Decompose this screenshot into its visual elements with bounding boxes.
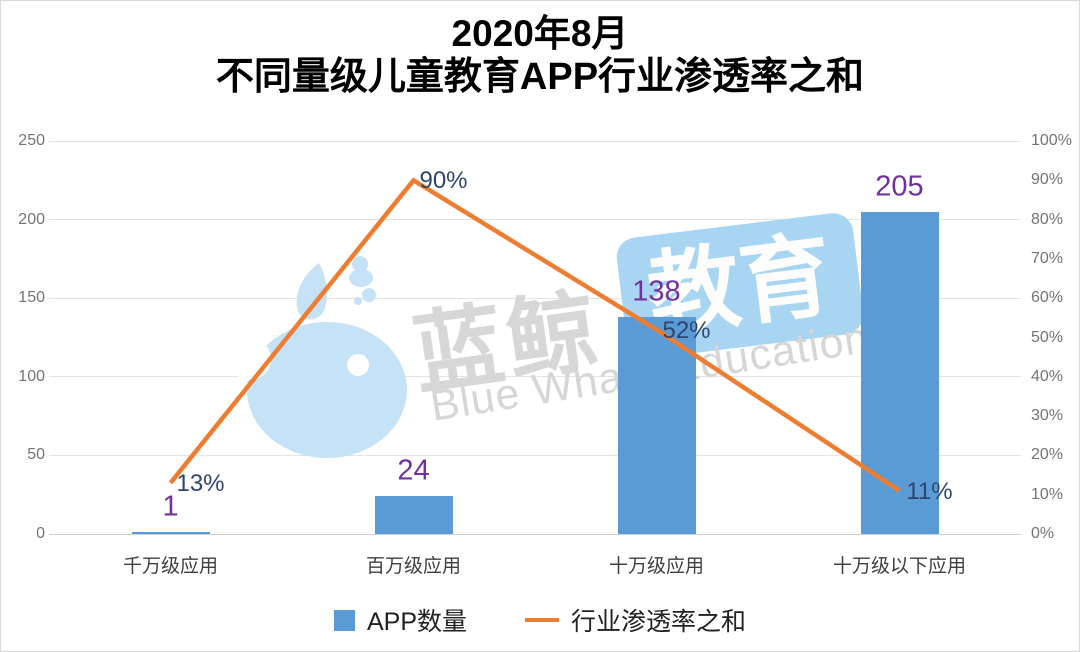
y-axis-tick-right: 90% bbox=[1031, 171, 1064, 189]
bar-value-label: 1 bbox=[162, 490, 179, 523]
chart-title-line2: 不同量级儿童教育APP行业渗透率之和 bbox=[215, 55, 865, 98]
bar-value-label: 24 bbox=[397, 454, 430, 487]
y-axis-tick-right: 40% bbox=[1031, 367, 1064, 385]
y-axis-tick-left: 100 bbox=[18, 367, 45, 385]
chart-title-line1: 2020年8月 bbox=[451, 13, 629, 54]
y-axis-tick-right: 80% bbox=[1031, 210, 1064, 228]
legend-item: APP数量 bbox=[333, 602, 467, 638]
gridline bbox=[49, 297, 1021, 299]
y-axis-tick-right: 60% bbox=[1031, 289, 1064, 307]
y-axis-tick-left: 150 bbox=[18, 289, 45, 307]
y-axis-tick-right: 10% bbox=[1031, 485, 1064, 503]
legend-line-swatch-icon bbox=[525, 618, 559, 622]
line-point-label: 11% bbox=[906, 477, 953, 505]
y-axis-tick-left: 50 bbox=[27, 446, 45, 464]
x-axis-category-label: 千万级应用 bbox=[122, 556, 218, 577]
bar-value-label: 138 bbox=[632, 275, 681, 308]
bar-4 bbox=[860, 211, 939, 534]
y-axis-tick-right: 50% bbox=[1031, 328, 1064, 346]
line-point-label: 90% bbox=[419, 167, 468, 195]
y-axis-tick-right: 70% bbox=[1031, 249, 1064, 267]
y-axis-tick-left: 250 bbox=[18, 132, 45, 149]
bar-2 bbox=[374, 496, 453, 534]
bar-3 bbox=[617, 317, 696, 534]
gridline bbox=[49, 454, 1021, 456]
y-axis-tick-right: 0% bbox=[1031, 525, 1055, 542]
gridline bbox=[49, 376, 1021, 378]
gridline bbox=[49, 533, 1021, 535]
y-axis-tick-right: 100% bbox=[1031, 132, 1072, 149]
y-axis-tick-right: 30% bbox=[1031, 407, 1064, 425]
x-axis-category-label: 百万级应用 bbox=[365, 556, 461, 577]
bar-value-label: 205 bbox=[875, 170, 924, 203]
y-axis-tick-left: 200 bbox=[18, 210, 45, 228]
legend-label: 行业渗透率之和 bbox=[571, 608, 747, 636]
y-axis-tick-right: 20% bbox=[1031, 446, 1064, 464]
line-point-label: 52% bbox=[662, 316, 711, 344]
x-axis-category-label: 十万级应用 bbox=[608, 556, 704, 577]
bar-1 bbox=[131, 532, 210, 534]
x-axis-category-label: 十万级以下应用 bbox=[832, 556, 966, 577]
y-axis-tick-left: 0 bbox=[36, 525, 45, 542]
legend-bar-swatch-icon bbox=[333, 609, 355, 631]
gridline bbox=[49, 219, 1021, 221]
legend-label: APP数量 bbox=[366, 608, 467, 636]
chart-title: 2020年8月 不同量级儿童教育APP行业渗透率之和 bbox=[1, 13, 1079, 99]
legend-item: 行业渗透率之和 bbox=[525, 602, 746, 638]
legend: APP数量 行业渗透率之和 bbox=[1, 602, 1079, 638]
gridline bbox=[49, 140, 1021, 142]
line-point-label: 13% bbox=[176, 469, 225, 497]
